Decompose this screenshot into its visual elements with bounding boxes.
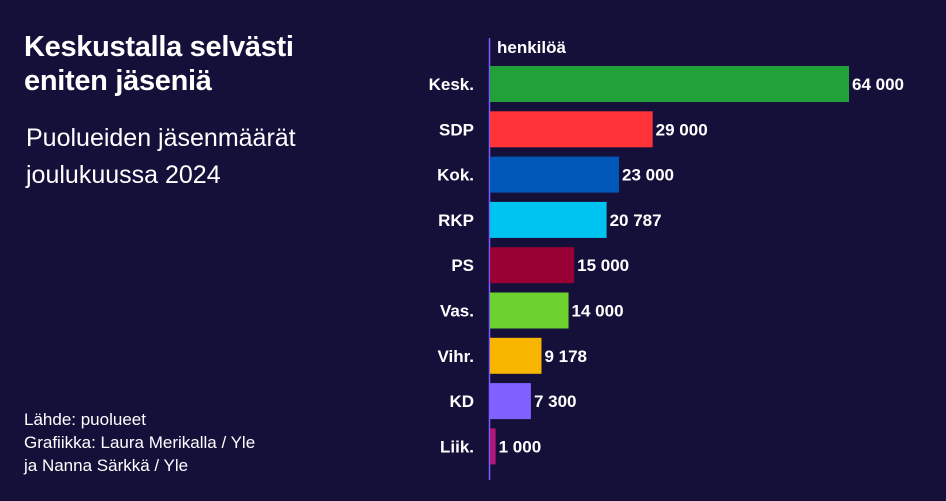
value-label: 29 000 bbox=[656, 120, 708, 139]
category-label: RKP bbox=[438, 211, 474, 230]
category-label: PS bbox=[451, 256, 474, 275]
category-label: Kok. bbox=[437, 166, 474, 185]
source-credits: Lähde: puolueet Grafiikka: Laura Merikal… bbox=[24, 408, 344, 477]
category-label: Kesk. bbox=[429, 75, 474, 94]
bar bbox=[490, 247, 575, 284]
bar bbox=[490, 428, 496, 465]
value-label: 15 000 bbox=[577, 256, 629, 275]
bar bbox=[490, 156, 620, 193]
credits-line-2: ja Nanna Särkkä / Yle bbox=[24, 456, 189, 475]
value-label: 1 000 bbox=[499, 437, 542, 456]
bar bbox=[490, 66, 849, 102]
bar bbox=[490, 292, 569, 329]
bar bbox=[490, 337, 542, 374]
category-label: SDP bbox=[439, 120, 474, 139]
bar bbox=[490, 383, 531, 420]
bar bbox=[490, 201, 607, 238]
value-label: 20 787 bbox=[610, 211, 662, 230]
value-label: 64 000 bbox=[852, 75, 904, 94]
bar bbox=[490, 111, 653, 148]
category-label: Vas. bbox=[440, 302, 474, 321]
category-label: KD bbox=[449, 392, 474, 411]
value-label: 14 000 bbox=[572, 302, 624, 321]
category-label: Vihr. bbox=[437, 347, 474, 366]
unit-label: henkilöä bbox=[497, 38, 567, 57]
value-label: 9 178 bbox=[544, 347, 587, 366]
credits-line: Grafiikka: Laura Merikalla / Yle bbox=[24, 433, 256, 452]
chart-title: Keskustalla selvästi eniten jäseniä bbox=[24, 31, 294, 97]
value-label: 7 300 bbox=[534, 392, 577, 411]
source-line: Lähde: puolueet bbox=[24, 410, 146, 429]
bars-group: Kesk. 64 000 SDP 29 000 Kok. 23 000 RKP 20 787 P… bbox=[429, 66, 904, 465]
category-label: Liik. bbox=[440, 437, 474, 456]
chart-subtitle: Puolueiden jäsenmäärät joulukuussa 2024 bbox=[26, 124, 296, 189]
value-label: 23 000 bbox=[622, 166, 674, 185]
